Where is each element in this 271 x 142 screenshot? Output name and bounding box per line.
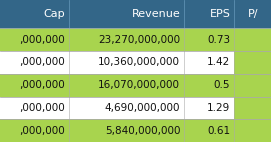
Text: ,000,000: ,000,000 bbox=[19, 103, 65, 113]
Bar bbox=[0, 74, 69, 97]
Text: Cap: Cap bbox=[43, 9, 65, 19]
Bar bbox=[69, 97, 184, 119]
Text: 23,270,000,000: 23,270,000,000 bbox=[98, 35, 180, 45]
Bar bbox=[69, 28, 184, 51]
Bar bbox=[0, 51, 69, 74]
Bar bbox=[184, 97, 234, 119]
Text: Revenue: Revenue bbox=[131, 9, 180, 19]
Bar bbox=[234, 74, 271, 97]
Bar bbox=[234, 0, 271, 28]
Text: 1.29: 1.29 bbox=[207, 103, 230, 113]
Bar bbox=[69, 51, 184, 74]
Bar bbox=[69, 119, 184, 142]
Bar bbox=[0, 0, 69, 28]
Bar bbox=[234, 51, 271, 74]
Bar bbox=[0, 28, 69, 51]
Bar bbox=[69, 74, 184, 97]
Bar bbox=[184, 28, 234, 51]
Bar bbox=[0, 97, 69, 119]
Bar bbox=[184, 51, 234, 74]
Bar bbox=[69, 0, 184, 28]
Bar bbox=[184, 0, 234, 28]
Bar bbox=[234, 119, 271, 142]
Bar bbox=[234, 28, 271, 51]
Text: ,000,000: ,000,000 bbox=[19, 35, 65, 45]
Bar bbox=[0, 119, 69, 142]
Bar bbox=[184, 119, 234, 142]
Text: P/: P/ bbox=[247, 9, 258, 19]
Text: 0.5: 0.5 bbox=[214, 80, 230, 90]
Bar bbox=[234, 97, 271, 119]
Text: 16,070,000,000: 16,070,000,000 bbox=[98, 80, 180, 90]
Text: 10,360,000,000: 10,360,000,000 bbox=[98, 58, 180, 67]
Text: 0.61: 0.61 bbox=[207, 126, 230, 136]
Text: 4,690,000,000: 4,690,000,000 bbox=[105, 103, 180, 113]
Text: ,000,000: ,000,000 bbox=[19, 126, 65, 136]
Text: EPS: EPS bbox=[209, 9, 230, 19]
Text: 5,840,000,000: 5,840,000,000 bbox=[105, 126, 180, 136]
Text: ,000,000: ,000,000 bbox=[19, 80, 65, 90]
Text: 0.73: 0.73 bbox=[207, 35, 230, 45]
Bar bbox=[184, 74, 234, 97]
Text: 1.42: 1.42 bbox=[207, 58, 230, 67]
Text: ,000,000: ,000,000 bbox=[19, 58, 65, 67]
